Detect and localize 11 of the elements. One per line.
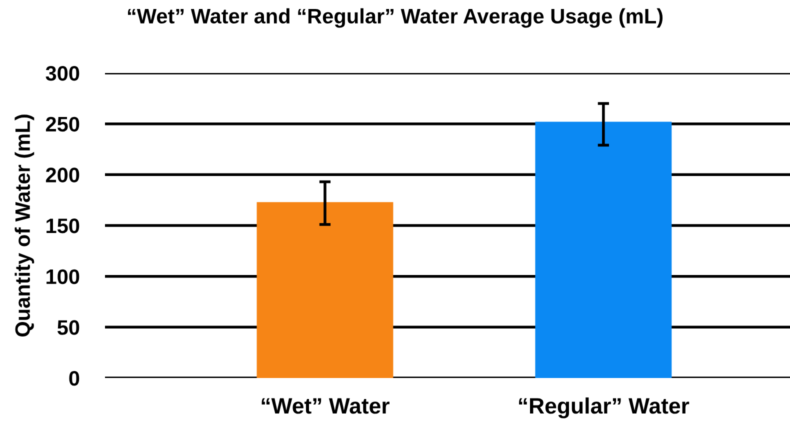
- y-tick-label: 0: [69, 371, 80, 386]
- y-tick-label: 150: [46, 218, 80, 234]
- y-tick-label: 200: [46, 168, 80, 182]
- x-tick-label: “Wet” Water: [262, 398, 390, 414]
- y-tick-label: 250: [46, 116, 80, 132]
- y-tick-label: 50: [57, 320, 80, 335]
- y-tick-label: 100: [46, 269, 80, 284]
- chart-title: “Wet” Water and “Regular” Water Average Usage (mL): [128, 8, 663, 28]
- y-axis-title: Quantity of Water (mL): [14, 114, 34, 337]
- y-tick-label: 300: [46, 66, 80, 81]
- x-tick-label: “Regular” Water: [519, 397, 690, 418]
